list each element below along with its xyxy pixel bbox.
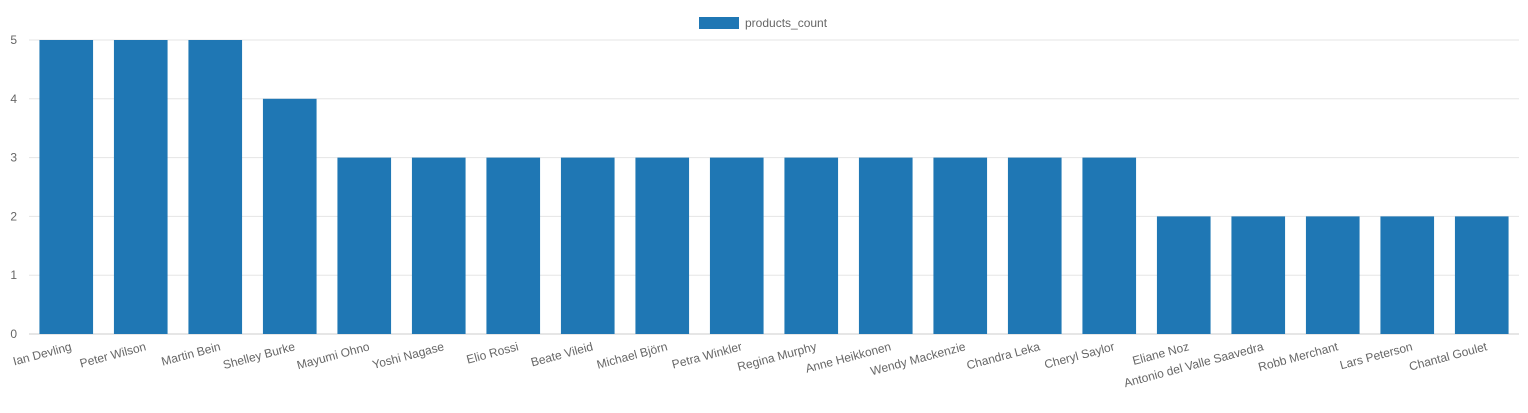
x-tick-label: Beate Vileid (529, 339, 594, 369)
x-tick-label: Martin Bein (160, 339, 222, 368)
legend-swatch[interactable] (699, 17, 739, 29)
y-tick-label: 0 (10, 327, 17, 341)
legend-label[interactable]: products_count (745, 16, 828, 30)
x-tick-label: Chantal Goulet (1408, 339, 1490, 373)
x-tick-label: Elio Rossi (465, 339, 520, 366)
x-tick-label: Ian Devling (11, 339, 73, 368)
bar[interactable] (1156, 216, 1211, 334)
x-tick-label: Robb Merchant (1257, 339, 1341, 374)
bar[interactable] (1305, 216, 1360, 334)
x-tick-label: Michael Björn (595, 339, 669, 371)
x-tick-label: Yoshi Nagase (371, 339, 446, 372)
grid-lines (29, 39, 1519, 335)
bar[interactable] (262, 98, 317, 334)
bar[interactable] (337, 157, 392, 334)
x-tick-label: Petra Winkler (670, 339, 743, 371)
y-tick-label: 2 (10, 209, 17, 223)
bar[interactable] (1231, 216, 1286, 334)
bar[interactable] (486, 157, 541, 334)
x-tick-label: Shelley Burke (221, 339, 296, 372)
y-tick-label: 3 (10, 151, 17, 165)
bar[interactable] (933, 157, 988, 334)
bar[interactable] (1454, 216, 1509, 334)
bar[interactable] (784, 157, 839, 334)
bar[interactable] (1380, 216, 1435, 334)
y-tick-label: 1 (10, 268, 17, 282)
bar[interactable] (113, 40, 168, 334)
bar[interactable] (188, 40, 243, 334)
x-tick-label: Peter Wilson (78, 339, 147, 370)
bar[interactable] (39, 40, 94, 334)
x-axis: Ian Devling Peter Wilson Martin Bein Shelle… (11, 339, 1489, 390)
x-tick-label: Mayumi Ohno (295, 339, 371, 372)
bar[interactable] (560, 157, 615, 334)
bar[interactable] (635, 157, 690, 334)
y-axis: 0 1 2 3 4 5 (10, 33, 17, 341)
y-tick-label: 5 (10, 33, 17, 47)
bar[interactable] (411, 157, 466, 334)
bar[interactable] (1082, 157, 1137, 334)
x-tick-label: Chandra Leka (965, 339, 1042, 372)
legend[interactable]: products_count (699, 16, 828, 30)
y-tick-label: 4 (10, 92, 17, 106)
bar[interactable] (1007, 157, 1062, 334)
x-tick-label: Lars Peterson (1338, 339, 1414, 372)
bar[interactable] (858, 157, 913, 334)
bars (39, 40, 1509, 334)
bar[interactable] (709, 157, 764, 334)
x-tick-label: Cheryl Saylor (1043, 339, 1116, 371)
